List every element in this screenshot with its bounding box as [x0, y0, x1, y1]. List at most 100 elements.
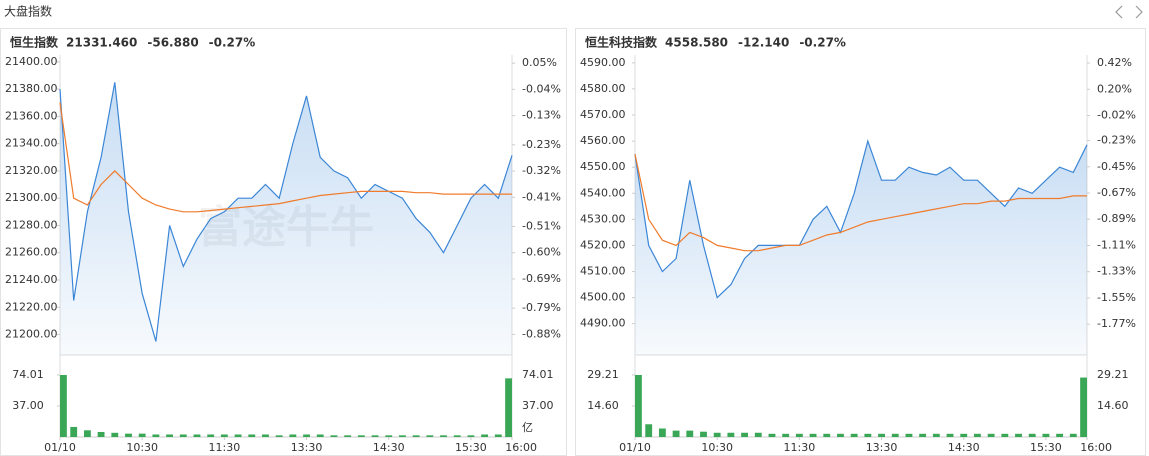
- y-tick-label: 21400.00: [5, 55, 58, 68]
- y-tick-label: 21340.00: [5, 137, 58, 150]
- volume-bar: [97, 431, 105, 437]
- volume-bar: [440, 435, 447, 437]
- y-tick-label: 21220.00: [5, 300, 58, 313]
- y2-tick-label: -0.51%: [522, 219, 561, 232]
- y2-tick-label: 0.20%: [1097, 82, 1132, 95]
- volume-bar: [207, 434, 215, 437]
- volume-tick-label: 37.00: [12, 399, 44, 412]
- y2-tick-label: -0.02%: [1097, 109, 1136, 122]
- y-tick-label: 21320.00: [5, 164, 58, 177]
- volume-bar: [672, 430, 680, 437]
- price-line: [634, 139, 1088, 299]
- volume-bar: [946, 433, 954, 437]
- volume-bar: [1001, 433, 1009, 437]
- x-tick-label: 15:30: [455, 441, 487, 454]
- y-tick-label: 4500.00: [580, 291, 626, 304]
- volume-bar: [795, 433, 803, 437]
- next-arrow[interactable]: [1135, 5, 1143, 19]
- volume-bar: [344, 435, 352, 437]
- volume-bar: [635, 375, 642, 437]
- y-tick-label: 21300.00: [5, 191, 58, 204]
- volume-bar: [919, 433, 927, 437]
- volume-bar: [645, 424, 653, 437]
- volume-bar: [303, 434, 310, 437]
- volume-bar: [960, 433, 968, 437]
- volume-bar: [864, 433, 872, 437]
- prev-arrow[interactable]: [1115, 5, 1123, 19]
- y2-tick-label: -0.23%: [522, 138, 561, 151]
- y2-tick-label: -1.55%: [1097, 291, 1136, 304]
- volume-bar: [152, 434, 160, 437]
- volume-tick-label: 74.01: [12, 368, 44, 381]
- volume-bar: [809, 433, 817, 437]
- volume-bar: [426, 435, 434, 437]
- y-tick-label: 4560.00: [580, 134, 626, 147]
- x-tick-label: 13:30: [866, 441, 898, 454]
- volume-bar: [357, 435, 365, 437]
- volume-bar: [330, 435, 338, 437]
- volume-bar: [399, 435, 406, 437]
- volume-bar: [179, 434, 187, 437]
- y2-tick-label: -1.11%: [1097, 238, 1136, 251]
- volume-bar: [412, 435, 420, 437]
- y2-tick-label: -0.88%: [522, 327, 561, 340]
- index-name: 恒生指数: [10, 35, 59, 50]
- y-tick-label: 4540.00: [580, 186, 626, 199]
- volume-bar: [768, 433, 776, 437]
- y2-tick-label: -1.77%: [1097, 317, 1136, 330]
- y2-tick-label: -0.04%: [522, 82, 561, 95]
- y2-tick-label: -0.79%: [522, 301, 561, 314]
- volume-bar: [494, 434, 502, 437]
- x-tick-label: 16:00: [505, 441, 537, 454]
- volume-bar: [891, 433, 899, 437]
- x-tick-label: 13:30: [291, 441, 323, 454]
- y2-tick-label: -0.60%: [522, 246, 561, 259]
- x-tick-label: 16:00: [1080, 441, 1112, 454]
- volume-bar: [125, 433, 132, 437]
- y-tick-label: 4580.00: [580, 82, 626, 95]
- volume-bar: [700, 431, 707, 437]
- y-tick-label: 4590.00: [580, 56, 626, 69]
- volume-bar: [850, 433, 858, 437]
- volume-bar: [193, 434, 201, 437]
- volume-bar: [234, 434, 242, 437]
- volume-bar: [467, 435, 475, 437]
- volume-tick-label: 29.21: [587, 368, 619, 381]
- y2-tick-label: -0.89%: [1097, 212, 1136, 225]
- volume-bar: [70, 426, 78, 437]
- y2-tick-label: 0.05%: [522, 56, 557, 69]
- y2-tick-label: -1.33%: [1097, 265, 1136, 278]
- volume-tick-label: 74.01: [522, 368, 554, 381]
- volume-tick-label: 14.60: [1097, 399, 1129, 412]
- x-tick-label: 15:30: [1030, 441, 1062, 454]
- y-tick-label: 4520.00: [580, 238, 626, 251]
- price-area: [60, 82, 512, 356]
- volume-bar: [166, 434, 173, 437]
- y2-tick-label: -0.69%: [522, 272, 561, 285]
- y2-tick-label: 0.42%: [1097, 56, 1132, 69]
- y2-tick-label: -0.32%: [522, 164, 561, 177]
- y-tick-label: 21240.00: [5, 273, 58, 286]
- quote-price: 4558.580: [665, 36, 728, 50]
- y2-tick-label: -0.23%: [1097, 134, 1136, 147]
- section-title: 大盘指数: [4, 4, 52, 19]
- volume-bar: [1042, 433, 1050, 437]
- x-tick-label: 11:30: [209, 441, 241, 454]
- x-tick-label: 10:30: [126, 441, 158, 454]
- volume-bar: [481, 434, 489, 437]
- average-line: [59, 102, 512, 213]
- volume-bar: [371, 435, 379, 437]
- volume-bar: [1015, 433, 1022, 437]
- volume-bar: [1028, 433, 1036, 437]
- volume-bar: [138, 433, 146, 437]
- quote-change-pct: -0.27%: [209, 36, 256, 50]
- volume-bar: [837, 433, 844, 437]
- volume-bar: [713, 432, 721, 437]
- volume-bar: [686, 430, 694, 437]
- volume-bar: [453, 435, 461, 437]
- volume-bar: [248, 434, 256, 437]
- y-tick-label: 4530.00: [580, 212, 626, 225]
- quote-change-pct: -0.27%: [799, 36, 846, 50]
- volume-bar: [741, 432, 748, 437]
